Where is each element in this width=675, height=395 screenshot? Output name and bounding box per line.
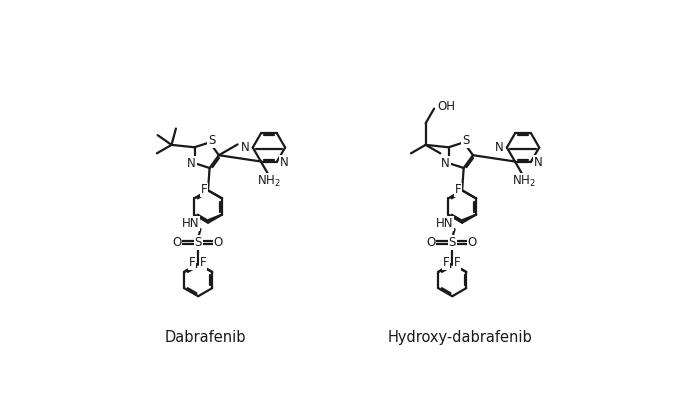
Text: N: N bbox=[534, 156, 543, 169]
Text: F: F bbox=[455, 183, 462, 196]
Text: F: F bbox=[200, 183, 207, 196]
Text: N: N bbox=[441, 157, 450, 170]
Text: S: S bbox=[449, 236, 456, 249]
Text: OH: OH bbox=[437, 100, 455, 113]
Text: S: S bbox=[194, 236, 202, 249]
Text: S: S bbox=[208, 134, 215, 147]
Text: F: F bbox=[188, 256, 195, 269]
Text: N: N bbox=[187, 157, 196, 170]
Text: O: O bbox=[426, 236, 435, 249]
Text: F: F bbox=[200, 256, 206, 269]
Text: O: O bbox=[468, 236, 477, 249]
Text: F: F bbox=[454, 256, 460, 269]
Text: HN: HN bbox=[182, 217, 199, 230]
Text: O: O bbox=[213, 236, 223, 249]
Text: Hydroxy-dabrafenib: Hydroxy-dabrafenib bbox=[387, 330, 532, 345]
Text: NH$_2$: NH$_2$ bbox=[512, 174, 535, 189]
Text: HN: HN bbox=[435, 217, 453, 230]
Text: O: O bbox=[172, 236, 181, 249]
Text: NH$_2$: NH$_2$ bbox=[257, 174, 281, 189]
Text: F: F bbox=[443, 256, 450, 269]
Text: N: N bbox=[241, 141, 250, 154]
Text: N: N bbox=[280, 156, 289, 169]
Text: S: S bbox=[462, 134, 470, 147]
Text: Dabrafenib: Dabrafenib bbox=[165, 330, 246, 345]
Text: N: N bbox=[495, 141, 504, 154]
